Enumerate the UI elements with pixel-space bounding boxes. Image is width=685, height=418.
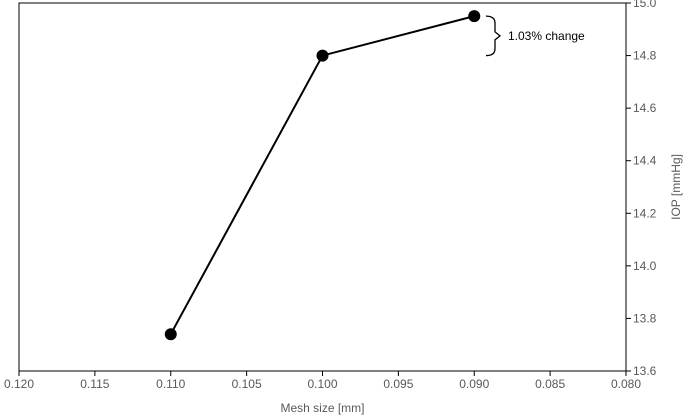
y-tick-label: 15.0 (633, 0, 657, 10)
x-tick-label: 0.110 (156, 377, 185, 391)
x-tick-label: 0.085 (535, 377, 565, 391)
data-point (316, 49, 329, 62)
x-axis-title: Mesh size [mm] (280, 401, 364, 415)
annotation-brace (485, 15, 502, 57)
x-tick-label: 0.115 (80, 377, 109, 391)
x-tick-label: 0.090 (459, 377, 489, 391)
data-point (468, 10, 481, 23)
annotation-layer: 1.03% change (485, 15, 585, 57)
series-layer (164, 10, 481, 341)
x-tick-label: 0.120 (4, 377, 34, 391)
y-tick-label: 14.6 (633, 101, 657, 115)
y-tick-label: 14.2 (633, 206, 657, 220)
annotation-label: 1.03% change (508, 29, 585, 43)
plot-area (18, 2, 627, 372)
y-tick-label: 13.8 (633, 311, 657, 325)
data-point (164, 328, 177, 341)
y-tick-label: 13.6 (633, 364, 657, 378)
y-axis-ticks: 13.6 13.8 14.0 14.2 14.4 14.6 14.8 15.0 (626, 0, 657, 378)
y-tick-label: 14.4 (633, 154, 657, 168)
x-tick-label: 0.080 (611, 377, 641, 391)
y-tick-label: 14.0 (633, 259, 657, 273)
x-tick-label: 0.105 (232, 377, 262, 391)
y-tick-label: 14.8 (633, 49, 657, 63)
x-tick-label: 0.095 (383, 377, 413, 391)
x-tick-label: 0.100 (307, 377, 337, 391)
x-axis-ticks: 0.120 0.115 0.110 0.105 0.100 0.095 0.090 0.085… (4, 371, 641, 391)
y-axis-title: IOP [mmHg] (669, 154, 683, 220)
